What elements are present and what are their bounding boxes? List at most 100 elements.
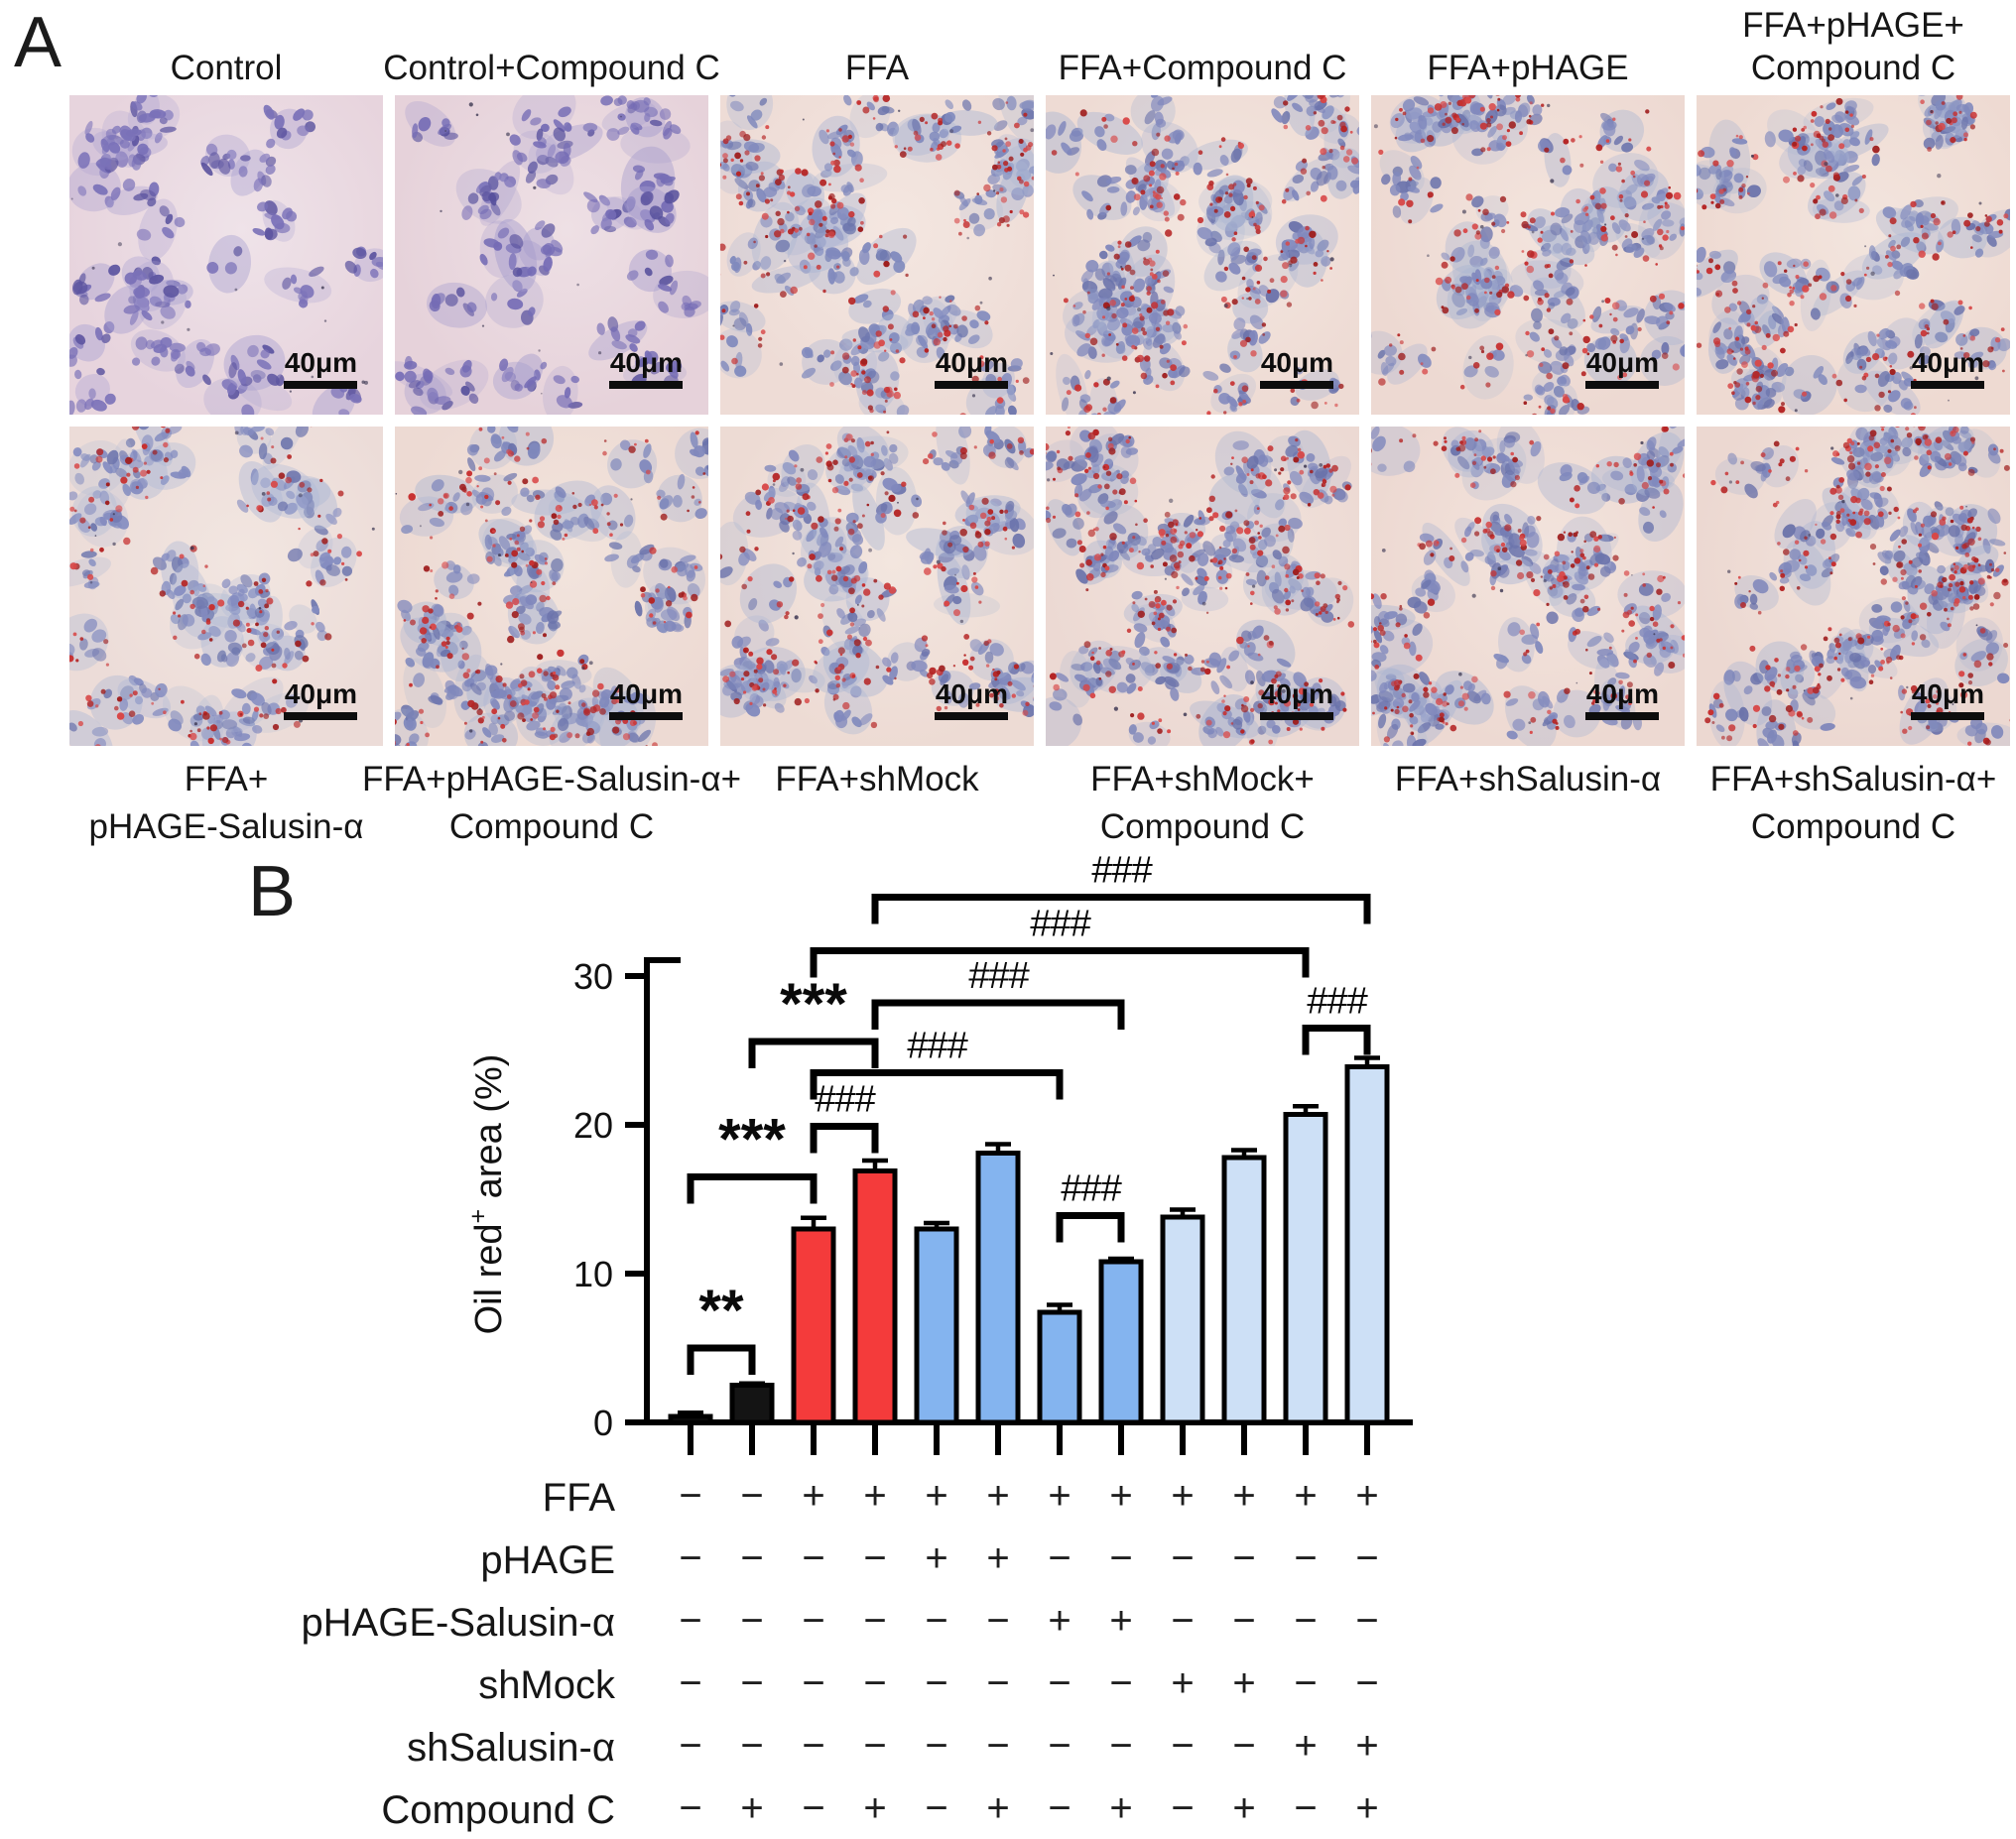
micrograph-panel: 40μm (1371, 427, 1685, 746)
micrograph-label-line: Compound C (1099, 807, 1306, 846)
matrix-sign: − (1048, 1536, 1071, 1580)
micrograph-label-line: FFA+shMock (775, 760, 979, 798)
micrograph-image (1704, 427, 2010, 746)
y-tick-label: 0 (593, 1403, 613, 1443)
matrix-sign: + (925, 1536, 948, 1580)
scale-bar (609, 381, 683, 389)
significance-label: ### (907, 1026, 968, 1067)
matrix-sign: − (740, 1661, 764, 1705)
bar (791, 1226, 836, 1425)
y-tick-label: 20 (573, 1105, 613, 1146)
scale-bar (1911, 712, 1984, 720)
micrograph-label: FFA+pHAGE+ Compound C (1665, 2, 2016, 89)
scale-bar (1585, 712, 1659, 720)
matrix-sign: − (925, 1661, 948, 1705)
micrograph-image (395, 427, 708, 746)
matrix-sign: − (1294, 1786, 1318, 1830)
micrograph-panel: 40μm (1046, 95, 1359, 415)
matrix-sign: − (1232, 1599, 1256, 1643)
micrograph-label-line: pHAGE-Salusin-α (88, 807, 364, 846)
matrix-sign: − (679, 1599, 702, 1643)
micrograph-label-line: FFA+shSalusin-α (1394, 760, 1662, 798)
matrix-sign: − (802, 1786, 825, 1830)
matrix-sign: + (802, 1474, 825, 1518)
micrograph-panel: 40μm (395, 427, 708, 746)
micrograph-panel: 40μm (720, 95, 1034, 415)
micrograph-panel: 40μm (1371, 95, 1685, 415)
micrograph-label-line: FFA+pHAGE (1427, 49, 1629, 87)
micrograph-label: FFA+ pHAGE-Salusin-α (28, 756, 425, 851)
matrix-sign: − (1355, 1599, 1379, 1643)
scale-bar-label: 40μm (935, 678, 1008, 709)
bar (668, 1413, 713, 1425)
matrix-sign: + (1109, 1474, 1133, 1518)
micrograph-label: FFA+shMock+ Compound C (1004, 756, 1401, 851)
scale-bar-label: 40μm (284, 347, 357, 378)
bar (975, 1151, 1021, 1425)
matrix-sign: − (925, 1786, 948, 1830)
matrix-sign: + (863, 1786, 887, 1830)
matrix-sign: − (679, 1724, 702, 1768)
bar (729, 1383, 775, 1425)
matrix-sign: − (740, 1724, 764, 1768)
matrix-sign: − (740, 1536, 764, 1580)
micrograph-image (1046, 95, 1359, 415)
matrix-row-label: shMock (478, 1663, 615, 1707)
significance-bracket (810, 947, 1310, 978)
micrograph-label-line: FFA (844, 49, 910, 87)
matrix-row-label: pHAGE-Salusin-α (301, 1601, 615, 1645)
significance-bracket (1056, 1212, 1125, 1243)
scale-bar-label: 40μm (1260, 347, 1333, 378)
matrix-sign: − (802, 1724, 825, 1768)
matrix-sign: − (679, 1536, 702, 1580)
micrograph-label-line: FFA+shMock+ (1090, 760, 1315, 798)
matrix-sign: − (1355, 1661, 1379, 1705)
matrix-sign: − (1171, 1786, 1195, 1830)
matrix-sign: − (1048, 1724, 1071, 1768)
micrograph-label-line: FFA+Compound C (1058, 49, 1347, 87)
micrograph-label: Control+Compound C (363, 2, 740, 89)
matrix-sign: + (1109, 1786, 1133, 1830)
micrograph-panel: 40μm (69, 427, 383, 746)
scale-bar-label: 40μm (1260, 678, 1333, 709)
micrograph-panel: 40μm (720, 427, 1034, 746)
y-axis (644, 957, 681, 1425)
significance-bracket (871, 999, 1125, 1030)
matrix-sign: − (925, 1724, 948, 1768)
significance-label: ### (968, 955, 1030, 997)
matrix-row-label: Compound C (381, 1788, 615, 1832)
matrix-sign: − (1109, 1661, 1133, 1705)
scale-bar (935, 712, 1008, 720)
matrix-row-label: shSalusin-α (407, 1726, 615, 1770)
micrograph-panel: 40μm (1697, 95, 2010, 415)
matrix-sign: + (1048, 1474, 1071, 1518)
scale-bar-label: 40μm (1911, 347, 1984, 378)
scale-bar (1585, 381, 1659, 389)
matrix-sign: + (986, 1474, 1010, 1518)
matrix-sign: + (986, 1786, 1010, 1830)
bar (1037, 1309, 1082, 1425)
micrograph-panel: 40μm (1046, 427, 1359, 746)
micrograph-image (1697, 95, 2010, 415)
scale-bar-label: 40μm (609, 347, 683, 378)
micrograph-label: FFA+Compound C (1014, 2, 1391, 89)
matrix-sign: − (1109, 1536, 1133, 1580)
micrograph-label-line: FFA+pHAGE-Salusin-α+ (361, 760, 742, 798)
significance-label: ** (698, 1279, 744, 1343)
matrix-sign: − (1048, 1786, 1071, 1830)
matrix-sign: + (1294, 1724, 1318, 1768)
panel-b-label: B (248, 852, 297, 931)
matrix-sign: + (1232, 1786, 1256, 1830)
scale-bar-label: 40μm (935, 347, 1008, 378)
significance-label: ### (1307, 981, 1368, 1023)
matrix-sign: − (679, 1661, 702, 1705)
significance-label: ### (1030, 904, 1091, 945)
scale-bar-label: 40μm (1585, 678, 1659, 709)
significance-label: *** (780, 972, 847, 1037)
matrix-sign: + (740, 1786, 764, 1830)
micrograph-panel: 40μm (69, 95, 383, 415)
matrix-sign: + (1232, 1474, 1256, 1518)
matrix-sign: − (679, 1474, 702, 1518)
scale-bar (284, 381, 357, 389)
matrix-sign: + (1171, 1474, 1195, 1518)
